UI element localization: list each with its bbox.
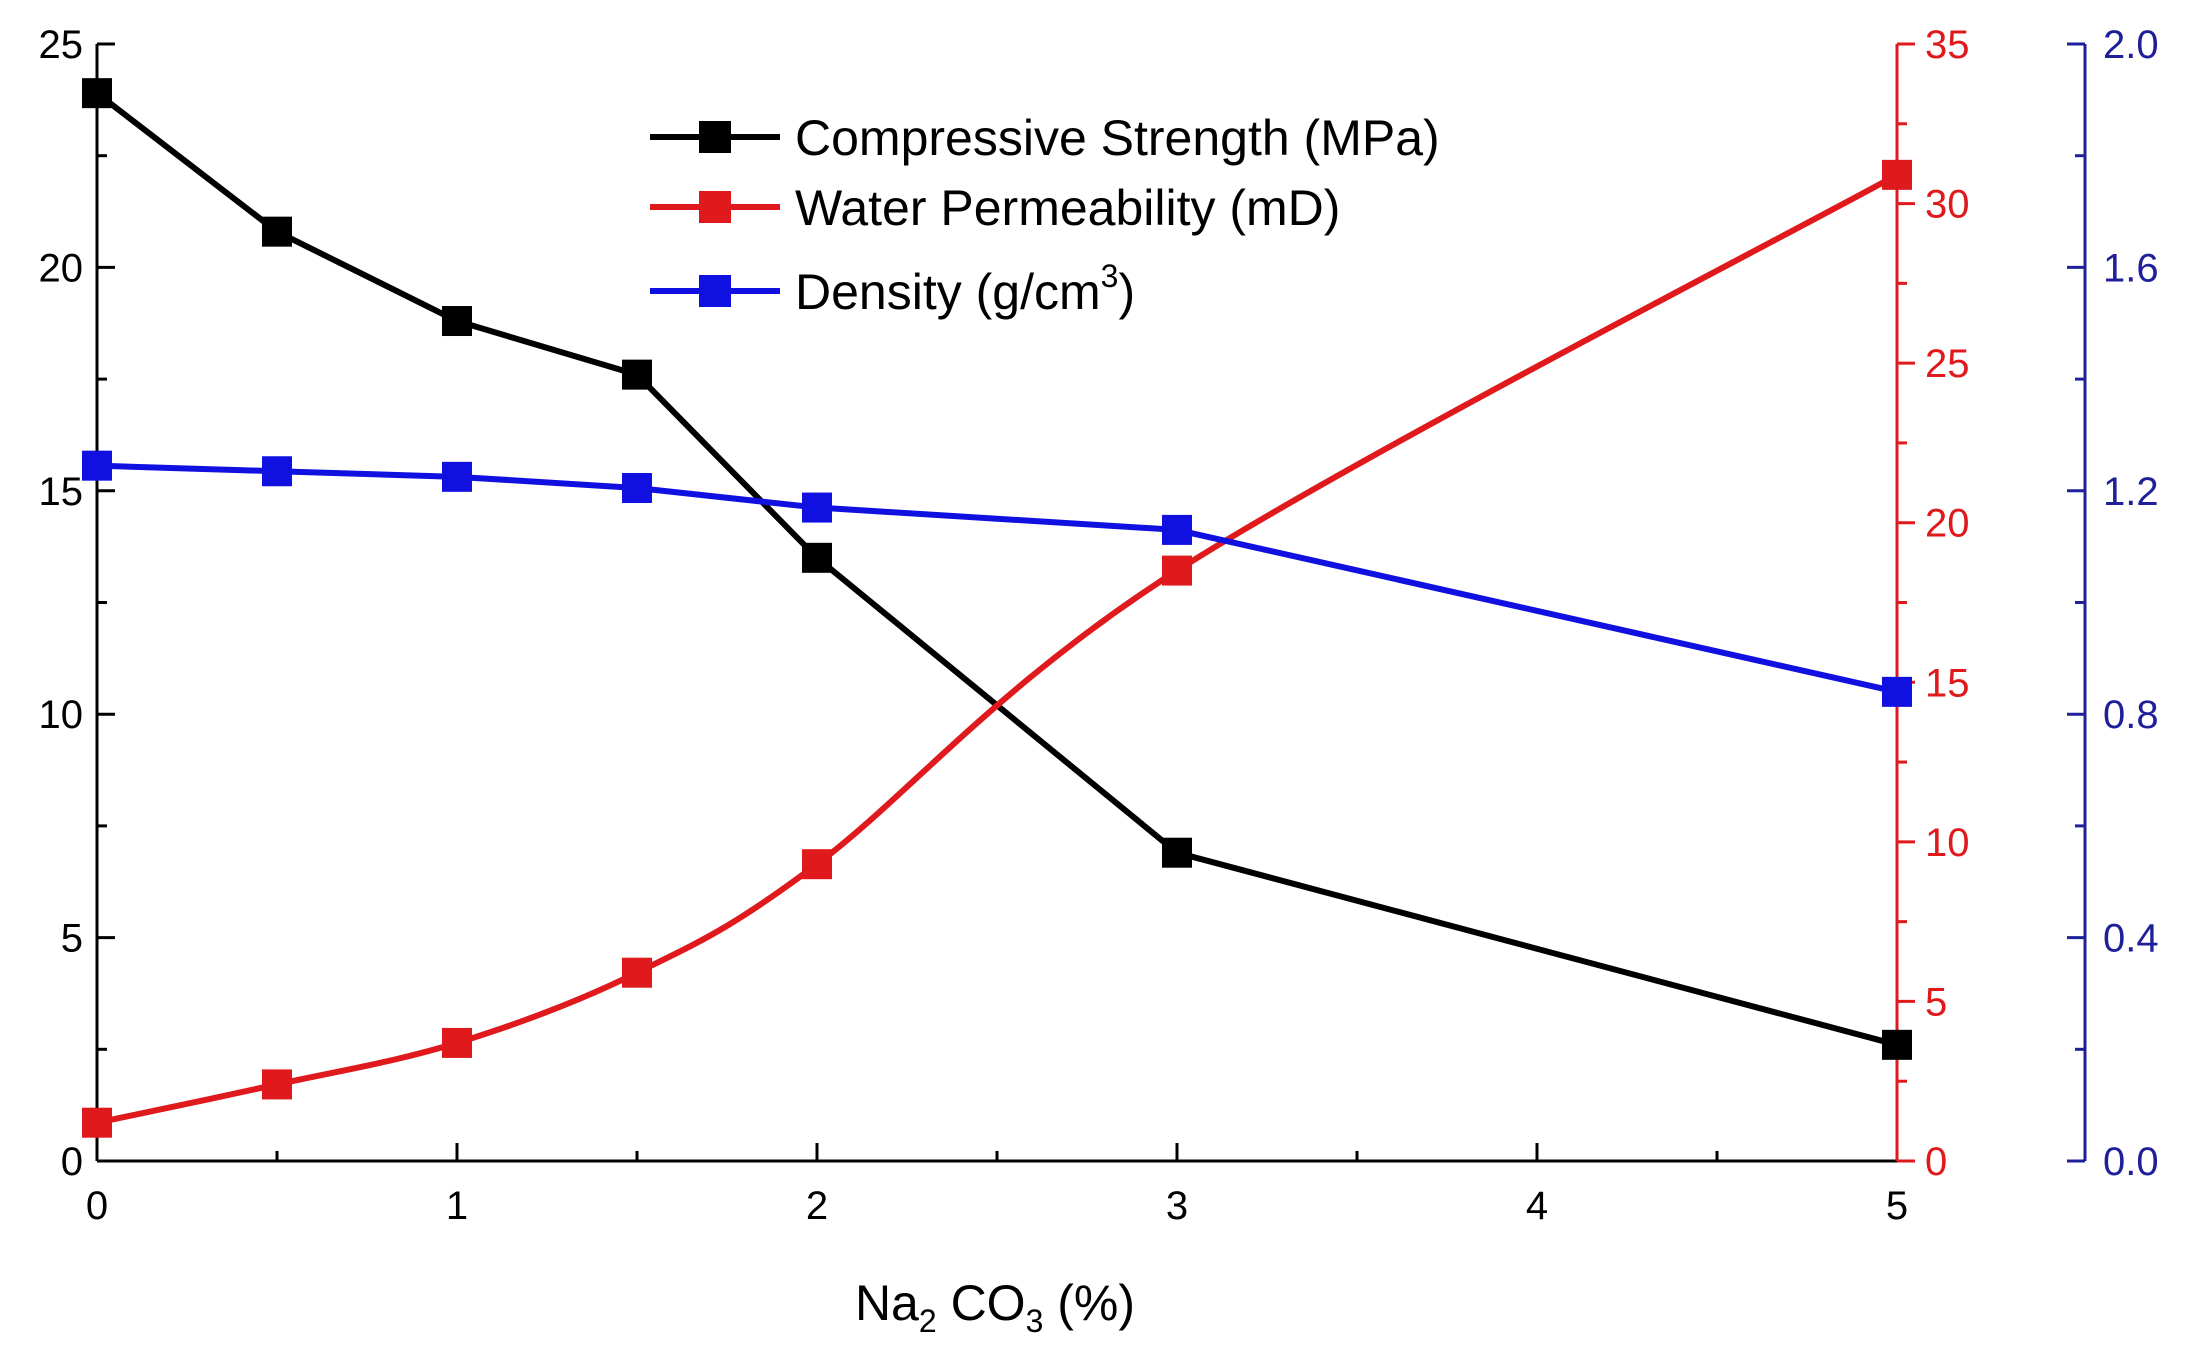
x-axis-title-tail: (%) [1043,1275,1135,1331]
far-right-y-tick-label: 1.6 [2103,246,2159,290]
point-water-permeability [1882,159,1912,190]
right-y-tick-label: 0 [1925,1140,1947,1184]
point-density [82,450,112,481]
x-axis-title-sub1: 2 [919,1303,937,1339]
point-compressive-strength [442,306,472,337]
x-axis-title: Na2 CO3 (%) [855,1275,1135,1339]
legend-label-permeability: Water Permeability (mD) [795,180,1340,236]
x-tick-label: 3 [1166,1184,1188,1228]
series-line-water-permeability [96,172,1899,1126]
legend-label-density-unit: (g/cm [976,264,1101,320]
point-compressive-strength [1882,1029,1912,1060]
left-y-tick-label: 5 [61,917,83,961]
x-tick-label: 4 [1526,1184,1548,1228]
right-y-tick-label: 35 [1925,23,1970,67]
x-tick-label: 2 [806,1184,828,1228]
series-line-density [96,462,1898,695]
point-water-permeability [82,1107,112,1138]
legend: Compressive Strength (MPa) Water Permeab… [650,110,1440,320]
left-y-tick-label: 0 [61,1140,83,1184]
point-water-permeability [802,849,832,880]
x-axis-title-mid: CO [937,1275,1026,1331]
right-y-tick-label: 20 [1925,502,1970,546]
point-compressive-strength [802,542,832,573]
legend-label-strength: Compressive Strength (MPa) [795,110,1440,166]
far-right-y-tick-label: 2.0 [2103,23,2159,67]
x-axis-title-main: Na [855,1275,919,1331]
legend-marker-strength [699,121,731,153]
x-tick-label: 0 [86,1184,108,1228]
legend-label-density-sup: 3 [1101,258,1119,294]
axes-layer: 0 1 2 3 4 50510152025051015202530350.00.40.81… [39,23,2159,1228]
right-y-tick-label: 5 [1925,980,1947,1024]
x-tick-label: 5 [1886,1184,1908,1228]
far-right-y-tick-label: 0.0 [2103,1140,2159,1184]
point-water-permeability [442,1027,472,1058]
far-right-y-tick-label: 1.2 [2103,470,2159,514]
left-y-tick-label: 10 [39,693,84,737]
point-density [1162,514,1192,545]
right-y-tick-label: 25 [1925,342,1970,386]
left-y-tick-label: 20 [39,246,84,290]
legend-label-density-name: Density [795,264,962,320]
legend-label-density-close: ) [1118,264,1135,320]
left-y-tick-label: 25 [39,23,84,67]
point-density [802,492,832,523]
point-compressive-strength [82,78,112,109]
point-density [622,473,652,504]
far-right-y-tick-label: 0.8 [2103,693,2159,737]
point-water-permeability [622,957,652,988]
x-tick-label: 1 [446,1184,468,1228]
legend-marker-density [699,275,731,307]
point-density [1882,676,1912,707]
right-y-tick-label: 30 [1925,183,1970,227]
point-density [442,461,472,492]
right-y-tick-label: 15 [1925,661,1970,705]
legend-marker-permeability [699,191,731,223]
point-density [262,456,292,487]
series-layer [82,78,1912,1138]
point-compressive-strength [262,216,292,247]
x-axis-title-sub2: 3 [1026,1303,1044,1339]
left-y-tick-label: 15 [39,470,84,514]
point-water-permeability [262,1069,292,1100]
point-water-permeability [1162,555,1192,586]
right-y-tick-label: 10 [1925,821,1970,865]
legend-label-density: Density (g/cm3) [795,258,1135,320]
point-compressive-strength [1162,837,1192,868]
far-right-y-tick-label: 0.4 [2103,917,2159,961]
point-compressive-strength [622,359,652,390]
